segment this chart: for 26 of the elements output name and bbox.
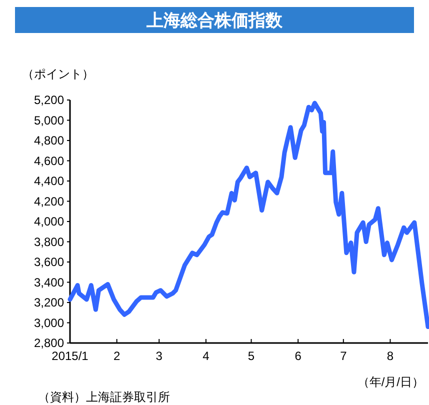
y-tick-label: 4,400 — [34, 174, 64, 188]
y-tick-label: 3,400 — [34, 275, 64, 290]
y-tick-label: 5,000 — [34, 113, 64, 128]
x-tick-label: 2015/1 — [52, 349, 89, 363]
chart-title: 上海総合株価指数 — [146, 11, 284, 30]
title: 上海総合株価指数 — [15, 7, 414, 33]
y-tick-label: 4,000 — [34, 214, 64, 228]
y-tick-label: 3,800 — [34, 234, 64, 249]
y-tick-label: 4,800 — [34, 134, 64, 148]
text: （資料）上海証券取引所 — [38, 390, 170, 404]
x-tick-label: 6 — [294, 349, 302, 363]
y-tick-label: 5,200 — [34, 93, 64, 107]
y-tick-label: 2,800 — [34, 336, 64, 350]
y-tick-label: 3,000 — [34, 316, 64, 330]
x-axis-title: （年/月/日） — [357, 375, 424, 389]
y-tick-label: 4,600 — [34, 154, 64, 168]
x-tick-label: 3 — [156, 349, 163, 363]
x-tick-label: 4 — [202, 349, 210, 363]
x-tick-label: 7 — [340, 349, 348, 363]
x-tick-label: 2 — [113, 349, 120, 363]
y-tick-label: 4,200 — [34, 194, 64, 208]
y-tick-label: 3,200 — [34, 296, 64, 310]
x-tick-label: 5 — [248, 349, 255, 363]
x-tick-label: 8 — [386, 349, 394, 363]
y-axis-title: （ポイント） — [22, 67, 94, 81]
y-tick-label: 3,600 — [34, 255, 64, 269]
